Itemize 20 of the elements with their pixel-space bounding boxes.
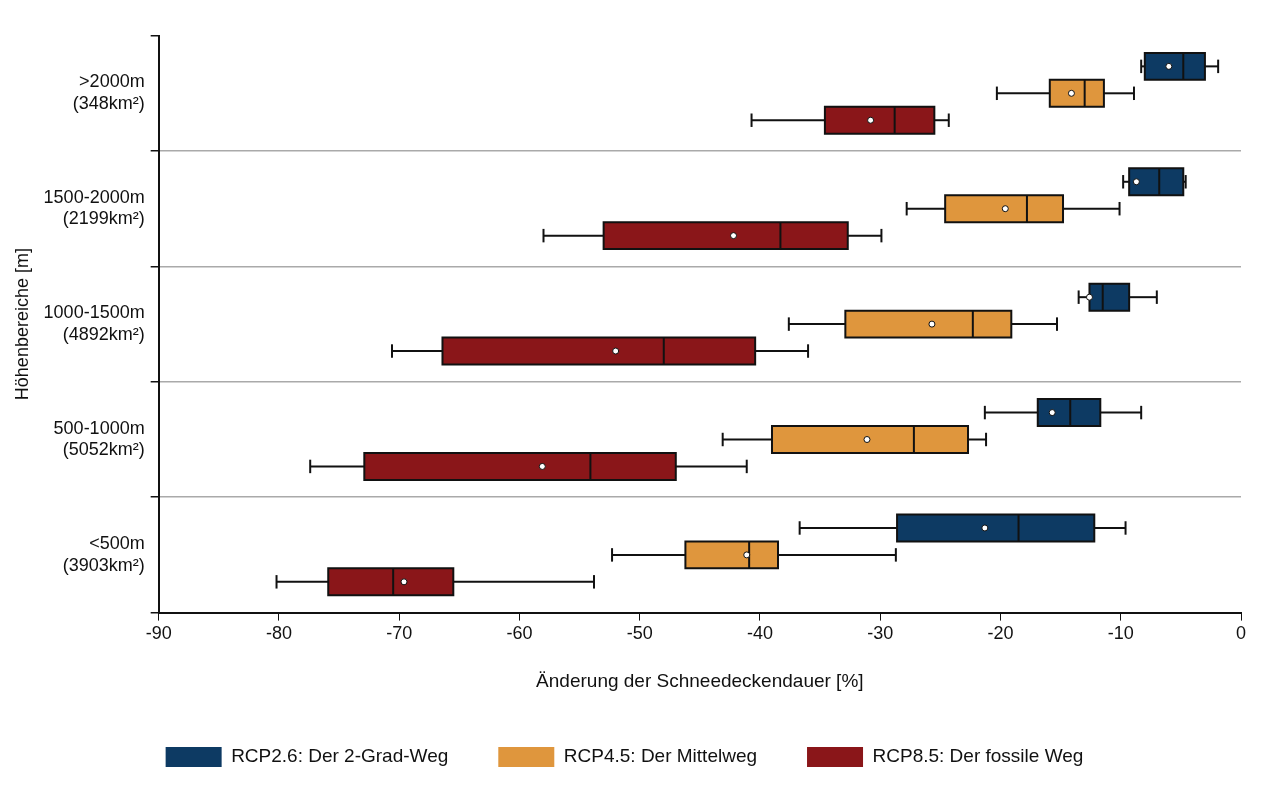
y-tick-label: <500m (3903km²)	[62, 533, 145, 575]
legend-label: RCP2.6: Der 2-Grad-Weg	[231, 745, 449, 767]
x-tick-label: -70	[386, 623, 413, 644]
x-tick-label: 0	[1235, 623, 1247, 644]
x-tick-label: -90	[145, 623, 172, 644]
y-tick-label: 500-1000m (5052km²)	[53, 417, 145, 460]
y-tick-label: 1000-1500m (4892km²)	[43, 302, 145, 344]
x-tick-label: -30	[867, 623, 894, 644]
y-tick-label: >2000m (348km²)	[72, 71, 145, 114]
x-tick-label: -80	[265, 623, 292, 644]
x-tick-label: -10	[1107, 623, 1134, 644]
x-tick-label: -20	[987, 623, 1014, 644]
y-tick-label: 1500-2000m (2199km²)	[43, 186, 145, 229]
legend-label: RCP4.5: Der Mittelweg	[563, 745, 758, 767]
y-axis-title: Höhenbereiche [m]	[11, 248, 32, 401]
x-tick-label: -40	[746, 623, 773, 644]
x-tick-label: -50	[626, 623, 653, 644]
legend-label: RCP8.5: Der fossile Weg	[872, 745, 1084, 767]
x-tick-label: -60	[506, 623, 533, 644]
x-axis-title: Änderung der Schneedeckendauer [%]	[536, 669, 864, 691]
